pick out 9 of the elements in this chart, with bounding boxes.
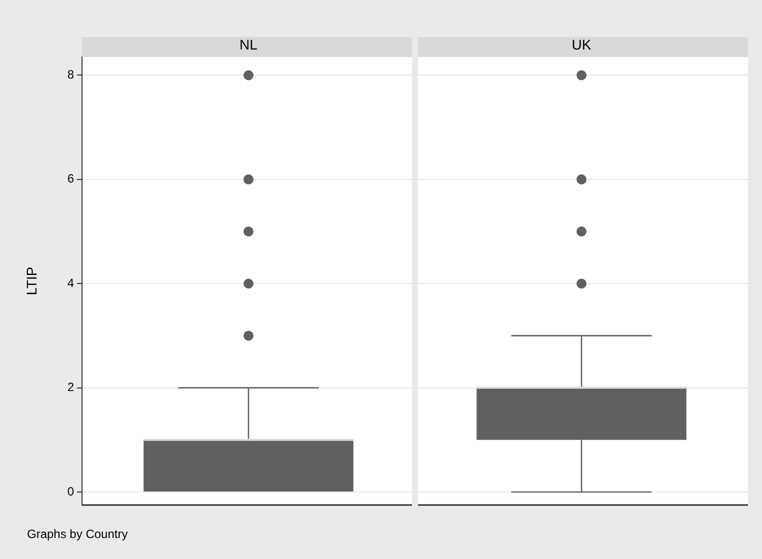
- x-tick-label: NL: [240, 36, 258, 52]
- y-tick-label: 6: [67, 172, 74, 186]
- y-tick-label: 0: [67, 484, 74, 498]
- text: Graphs by Country: [27, 527, 128, 541]
- y-tick-label: 4: [67, 276, 74, 290]
- x-tick-label: UK: [572, 36, 592, 52]
- y-tick-label: 2: [67, 380, 74, 394]
- y-axis-title: LTIP: [23, 266, 40, 296]
- y-tick-label: 8: [67, 68, 74, 82]
